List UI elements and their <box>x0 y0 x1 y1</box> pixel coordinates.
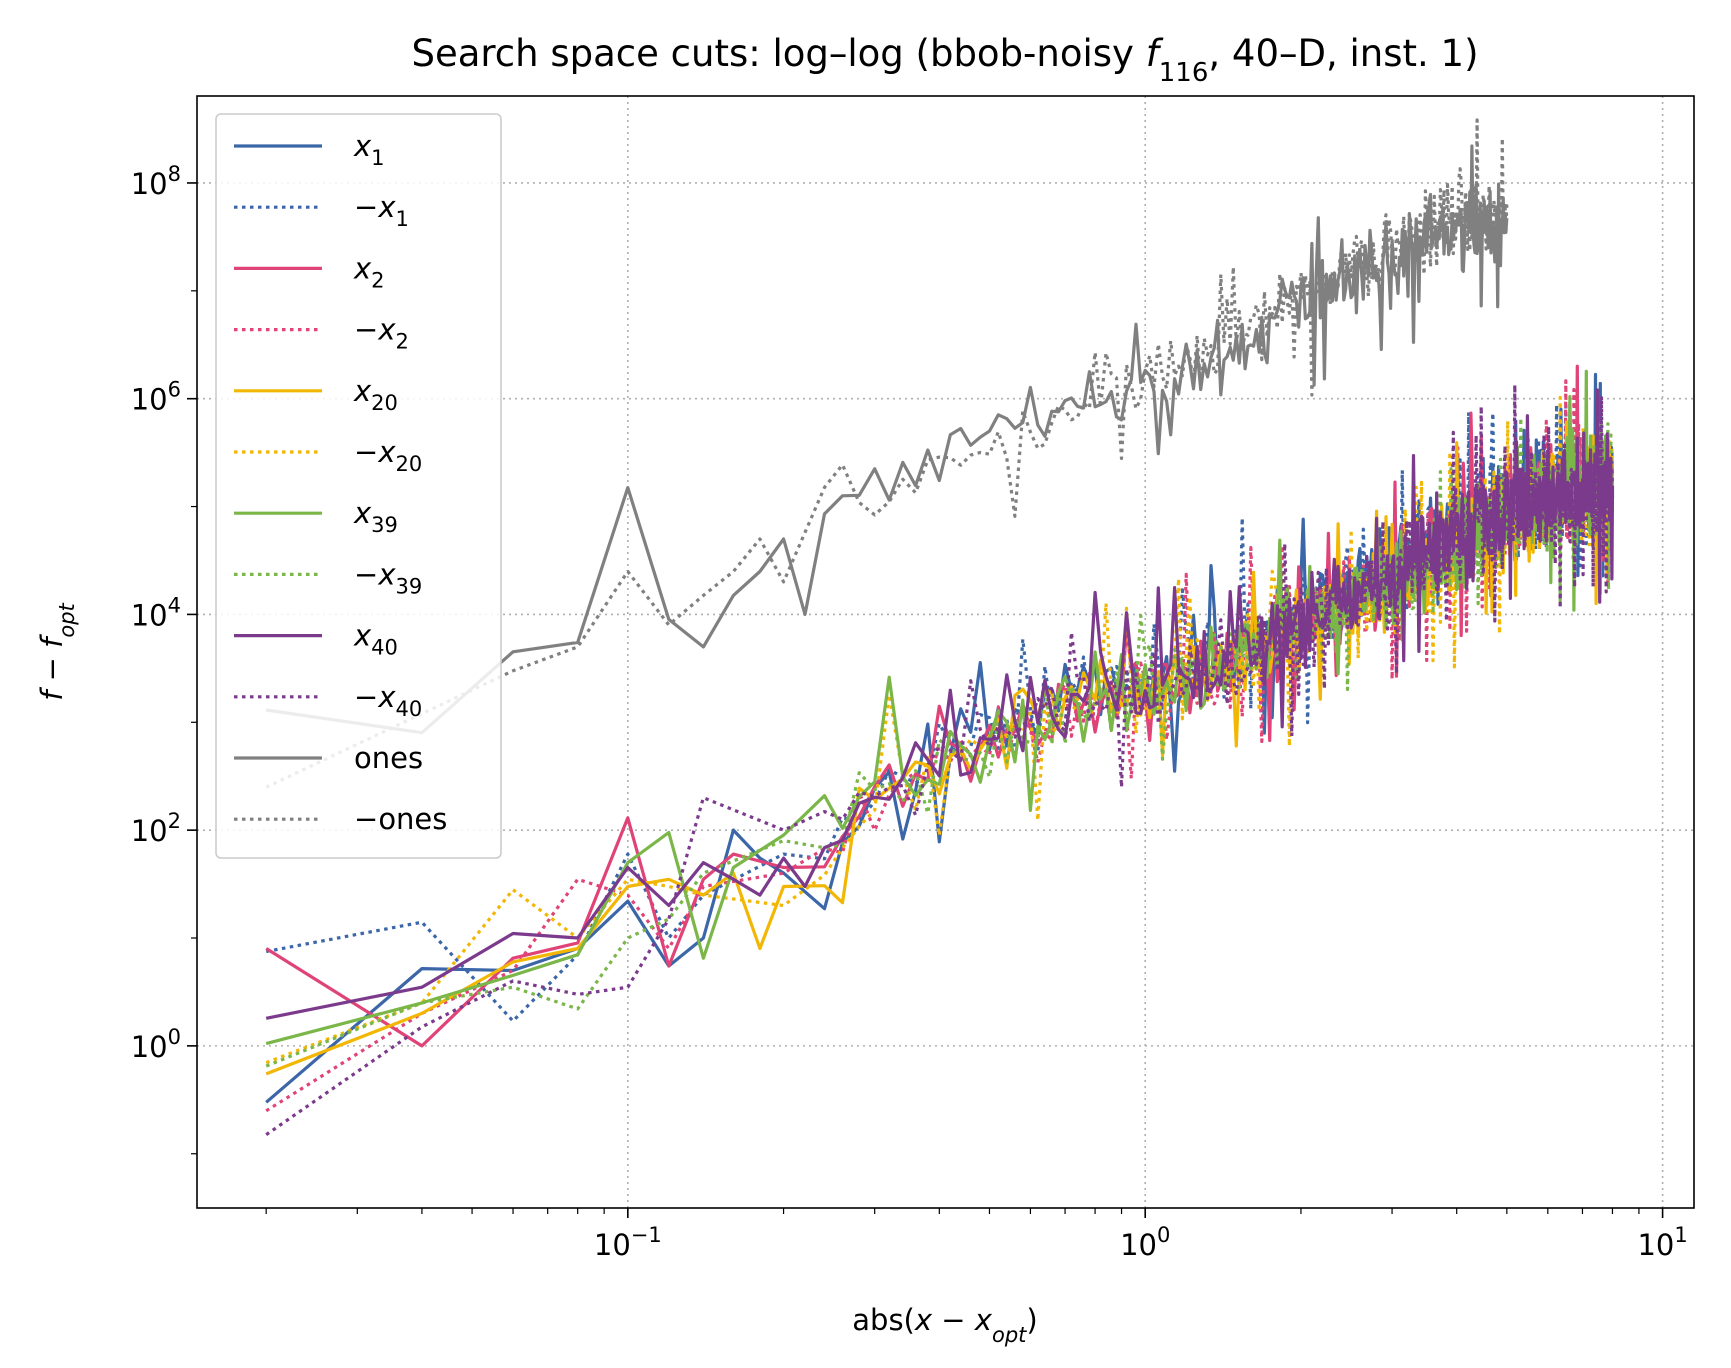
y-tick-label: 108 <box>131 162 181 201</box>
legend-label-−x40: −x40 <box>354 680 422 721</box>
ylabel-op: − <box>35 648 69 691</box>
xlabel-op: − <box>932 1303 975 1337</box>
y-tick-label: 104 <box>131 593 181 632</box>
legend-label-x1: x1 <box>353 129 385 170</box>
y-tick-label: 106 <box>131 378 181 417</box>
series-layer <box>265 118 1615 1137</box>
xlabel-var2: x <box>974 1303 993 1337</box>
legend-label-−x1: −x1 <box>354 190 409 231</box>
x-tick-label: 101 <box>1637 1223 1687 1262</box>
axes-frame <box>196 95 1695 1209</box>
legend-label-x39: x39 <box>353 496 398 537</box>
xlabel-pre: abs( <box>852 1303 915 1337</box>
title-suffix: , 40–D, inst. 1) <box>1208 32 1478 75</box>
legend-box <box>215 113 502 859</box>
xlabel-sub: opt <box>992 1323 1027 1347</box>
xlabel-var: x <box>914 1303 933 1337</box>
title-prefix: Search space cuts: log–log (bbob-noisy <box>411 32 1145 75</box>
xlabel-post: ) <box>1026 1303 1037 1337</box>
x-tick-label: 10−1 <box>594 1223 662 1262</box>
legend-label-−x39: −x39 <box>354 557 422 598</box>
legend: x1 −x1 x2 −x2 x20 −x20 x39 −x39 x40 −x40 ones −ones <box>215 113 502 859</box>
y-axis-label: f − fopt <box>35 602 79 700</box>
y-tick-label: 102 <box>131 809 181 848</box>
y-tick-label: 100 <box>131 1025 181 1064</box>
ylabel-sub: opt <box>55 602 79 637</box>
legend-label-ones: ones <box>354 741 423 775</box>
chart-title: Search space cuts: log–log (bbob-noisy f… <box>411 32 1478 88</box>
ticks: 10−1 100 101 100 102 104 106 108 <box>131 162 1688 1262</box>
x-axis-label: abs(x − xopt) <box>852 1303 1037 1347</box>
legend-label-−ones: −ones <box>354 802 447 836</box>
series-line-−x40 <box>265 383 1615 1137</box>
x-tick-label: 100 <box>1120 1223 1170 1262</box>
legend-label-x2: x2 <box>353 251 385 292</box>
title-func-index: 116 <box>1159 58 1209 88</box>
legend-label-−x2: −x2 <box>354 313 409 354</box>
legend-label-−x20: −x20 <box>354 435 422 476</box>
legend-label-x20: x20 <box>353 374 398 415</box>
legend-label-x40: x40 <box>353 619 398 660</box>
